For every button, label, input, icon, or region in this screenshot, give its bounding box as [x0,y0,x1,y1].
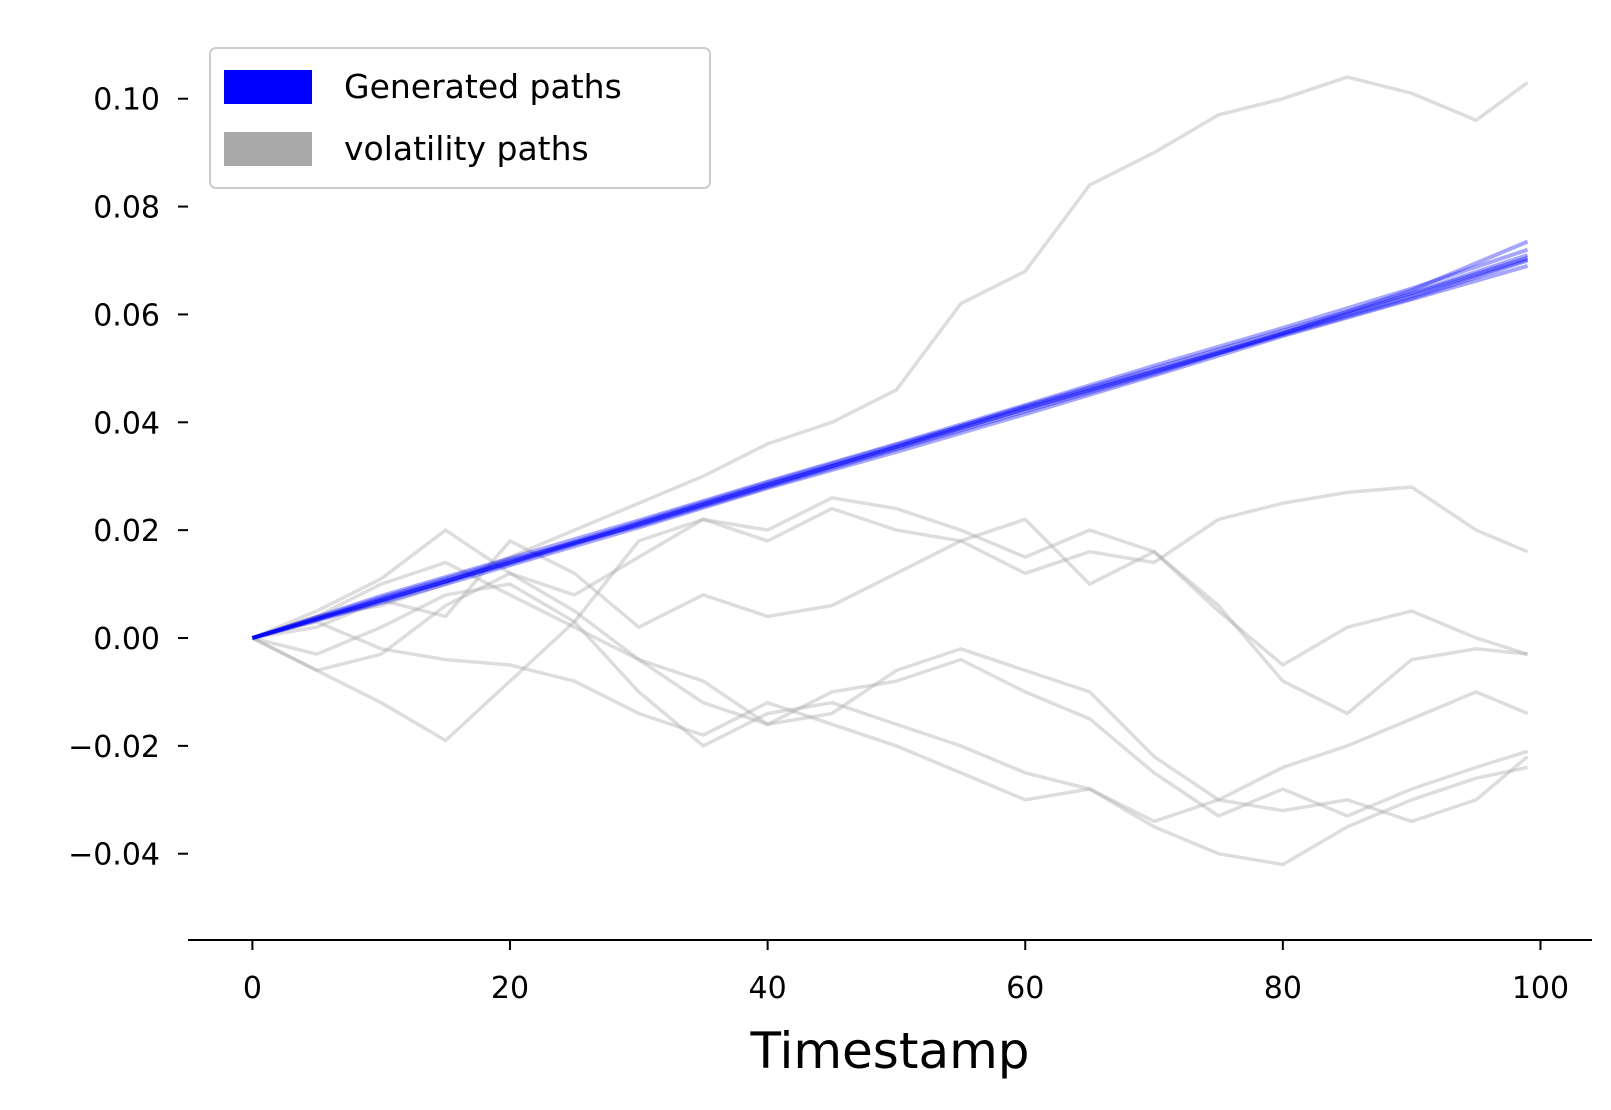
volatility-path-2 [251,485,1529,640]
legend-label: volatility paths [344,129,589,168]
volatility-paths [251,75,1529,867]
y-tick-label: −0.02 [68,730,160,765]
y-tick-label: 0.08 [93,191,160,226]
x-tick-label: 100 [1512,971,1569,1006]
generated-path-3 [251,247,1529,640]
axes: 0 20 40 60 80 100 −0.04 −0.02 0.00 0.02 0.04 0.06 0.… [68,83,1592,1006]
x-tick-label: 20 [491,971,529,1006]
y-tick-label: 0.00 [93,622,160,657]
volatility-path-1 [251,75,1529,640]
generated-path-5 [251,255,1529,640]
y-tick-label: 0.06 [93,298,160,333]
x-axis-title: Timestamp [749,1022,1029,1080]
legend-label: Generated paths [344,67,622,106]
y-tick-label: 0.04 [93,406,160,441]
x-tick-label: 40 [749,971,787,1006]
volatility-path-7 [252,517,1528,716]
generated-path-4 [251,253,1529,640]
y-tick-label: −0.04 [68,838,160,873]
volatility-path-6 [251,582,1529,824]
legend: Generated paths volatility paths [209,47,711,189]
y-tick-label: 0.02 [93,514,160,549]
volatility-path-5 [251,571,1529,818]
generated-path-2 [251,263,1529,640]
generated-path-6 [251,239,1529,640]
generated-path-1 [251,258,1529,640]
volatility-path-4 [251,619,1528,867]
x-tick-label: 0 [243,971,262,1006]
x-tick-label: 80 [1264,971,1302,1006]
volatility-path-8 [251,560,1529,824]
y-tick-label: 0.10 [93,83,160,118]
generated-path-7 [251,257,1529,640]
x-tick-label: 60 [1006,971,1044,1006]
generated-paths [251,239,1529,640]
legend-swatch [224,132,312,166]
legend-box [209,47,711,189]
volatility-path-3 [251,495,1529,743]
legend-swatch [224,70,312,104]
